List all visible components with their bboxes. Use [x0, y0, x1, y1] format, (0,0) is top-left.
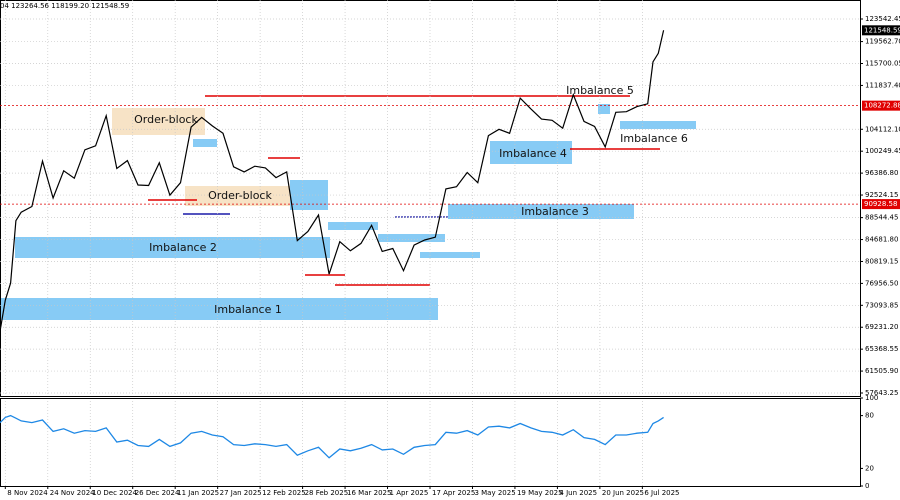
imbalance-zone: [328, 222, 378, 230]
last-price-tag: [862, 25, 900, 36]
annotation-labels: Order-block Order-block Imbalance 1 Imba…: [134, 84, 688, 316]
x-tick-label: 4 Jun 2025: [559, 489, 597, 497]
x-tick-label: 12 Feb 2025: [262, 489, 306, 497]
x-tick-label: 28 Feb 2025: [305, 489, 349, 497]
x-tick-label: 16 Mar 2025: [347, 489, 391, 497]
imbalance-zone: [193, 139, 217, 147]
y-tick-label: 123542.45: [865, 15, 900, 23]
annotation-label: Imbalance 6: [620, 132, 688, 145]
y-tick-label: 88544.45: [865, 214, 898, 222]
y-tick-label: 92524.15: [865, 191, 898, 199]
annotation-label: Imbalance 4: [499, 147, 567, 160]
last-price-label: 121548.59: [864, 26, 900, 34]
imbalance-zone: [420, 252, 480, 258]
y-tick-label: 100: [865, 394, 878, 402]
y-tick-label: 96386.80: [865, 169, 898, 177]
y-tick-label: 73093.85: [865, 301, 898, 309]
y-tick-label: 65368.55: [865, 345, 898, 353]
annotation-label: Order-block: [208, 189, 272, 202]
y-tick-label: 20: [865, 464, 874, 472]
y-tick-label: 80: [865, 412, 874, 420]
x-tick-label: 11 Jan 2025: [177, 489, 219, 497]
price-level-tag: [862, 199, 900, 210]
imbalance-zone: [490, 141, 572, 164]
y-tick-label: 115700.05: [865, 60, 900, 68]
y-tick-label: 84681.80: [865, 236, 898, 244]
annotation-label: Imbalance 2: [149, 241, 217, 254]
y-tick-label: 104112.10: [865, 125, 900, 133]
annotation-layer: [0, 0, 861, 487]
x-tick-label: 19 May 2025: [517, 489, 563, 497]
y-tick-label: 69231.20: [865, 323, 898, 331]
price-level-tag: [862, 100, 900, 111]
imbalance-zone: [0, 298, 438, 320]
x-tick-label: 27 Jan 2025: [220, 489, 262, 497]
order-block-zone: [112, 108, 205, 135]
y-tick-label: 76956.50: [865, 279, 898, 287]
y-tick-label: 0: [865, 482, 869, 490]
x-tick-label: 10 Dec 2024: [92, 489, 137, 497]
price-level-label: 108272.88: [864, 102, 900, 110]
x-tick-label: 20 Jun 2025: [602, 489, 644, 497]
x-tick-label: 1 Apr 2025: [390, 489, 429, 497]
order-block-zone: [185, 186, 290, 206]
x-tick-label: 26 Dec 2024: [135, 489, 180, 497]
header-quote: 04 123264.56 118199.20 121548.59: [0, 2, 129, 10]
imbalance-zone: [620, 121, 696, 129]
x-tick-label: 8 Nov 2024: [7, 489, 48, 497]
x-tick-label: 24 Nov 2024: [50, 489, 95, 497]
x-tick-label: 17 Apr 2025: [432, 489, 475, 497]
y-tick-label: 61505.90: [865, 367, 898, 375]
rsi-line: [0, 414, 664, 459]
y-tick-label: 119562.70: [865, 38, 900, 46]
annotation-label: Imbalance 1: [214, 303, 282, 316]
price-level-label: 90928.58: [864, 200, 897, 208]
y-tick-label: 100249.45: [865, 147, 900, 155]
imbalance-zone: [378, 234, 445, 242]
price-line: [0, 30, 665, 332]
imbalance-zone: [15, 237, 330, 258]
imbalance-zone: [598, 104, 610, 114]
x-tick-label: 6 Jul 2025: [644, 489, 679, 497]
annotation-label: Imbalance 3: [521, 205, 589, 218]
y-tick-label: 80819.15: [865, 257, 898, 265]
annotation-label: Imbalance 5: [566, 84, 634, 97]
imbalance-zone: [448, 204, 634, 219]
y-tick-label: 111837.40: [865, 81, 900, 89]
panel-frame: [0, 0, 861, 397]
x-tick-label: 3 May 2025: [474, 489, 515, 497]
annotation-label: Order-block: [134, 113, 198, 126]
y-tick-label: 57643.25: [865, 389, 898, 397]
